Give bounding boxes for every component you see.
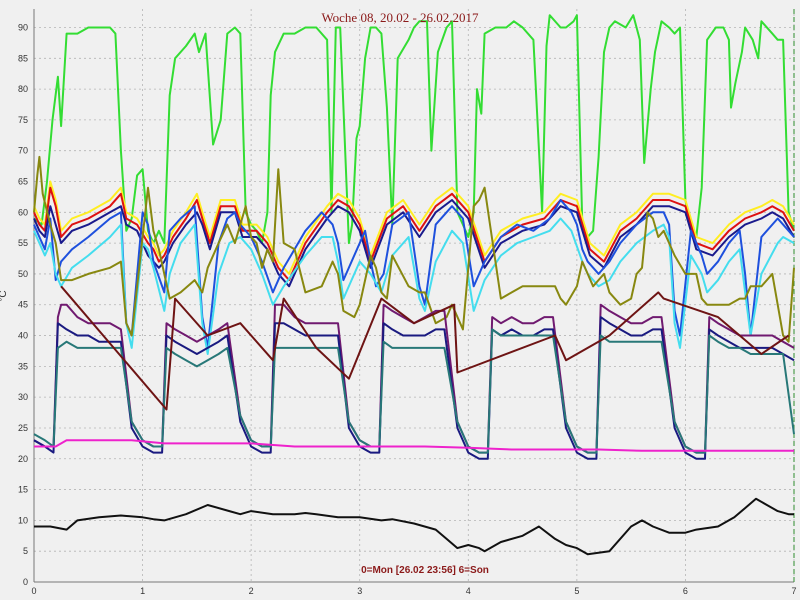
x-tick-label-2: 2: [249, 586, 254, 596]
x-tick-label-7: 7: [791, 586, 796, 596]
series-line-1: [33, 14, 795, 245]
x-tick-label-4: 4: [466, 586, 471, 596]
series-line-4: [33, 199, 795, 288]
series-line-2: [33, 180, 795, 275]
y-tick-label-35: 35: [18, 361, 28, 371]
y-tick-label-40: 40: [18, 331, 28, 341]
x-tick-label-1: 1: [140, 586, 145, 596]
series-line-12: [34, 439, 794, 452]
y-tick-label-50: 50: [18, 269, 28, 279]
y-tick-label-60: 60: [18, 207, 28, 217]
y-tick-label-65: 65: [18, 177, 28, 187]
x-tick-label-5: 5: [574, 586, 579, 596]
y-tick-label-15: 15: [18, 485, 28, 495]
series-line-7: [33, 155, 795, 343]
y-tick-label-90: 90: [18, 22, 28, 32]
y-tick-label-80: 80: [18, 84, 28, 94]
series-line-13: [34, 497, 794, 556]
x-tick-label-0: 0: [31, 586, 36, 596]
x-tick-label-3: 3: [357, 586, 362, 596]
y-tick-label-30: 30: [18, 392, 28, 402]
y-tick-label-70: 70: [18, 146, 28, 156]
chart-footer: 0=Mon [26.02 23:56] 6=Son: [361, 565, 489, 576]
y-tick-label-85: 85: [18, 53, 28, 63]
y-tick-label-10: 10: [18, 515, 28, 525]
y-tick-label-25: 25: [18, 423, 28, 433]
x-tick-label-6: 6: [683, 586, 688, 596]
series-layer: [33, 14, 795, 556]
series-line-9: [33, 316, 795, 460]
series-line-10: [33, 328, 795, 454]
series-line-5: [33, 199, 795, 349]
y-axis-label: °C: [0, 290, 9, 301]
chart-title: Woche 08, 20.02 - 26.02.2017: [321, 10, 479, 25]
y-tick-label-0: 0: [23, 577, 28, 587]
series-line-3: [33, 186, 795, 282]
y-tick-label-5: 5: [23, 546, 28, 556]
y-tick-label-55: 55: [18, 238, 28, 248]
y-tick-label-20: 20: [18, 454, 28, 464]
axis-layer: [33, 9, 795, 583]
y-tick-label-45: 45: [18, 300, 28, 310]
y-tick-label-75: 75: [18, 115, 28, 125]
series-line-11: [60, 285, 790, 411]
